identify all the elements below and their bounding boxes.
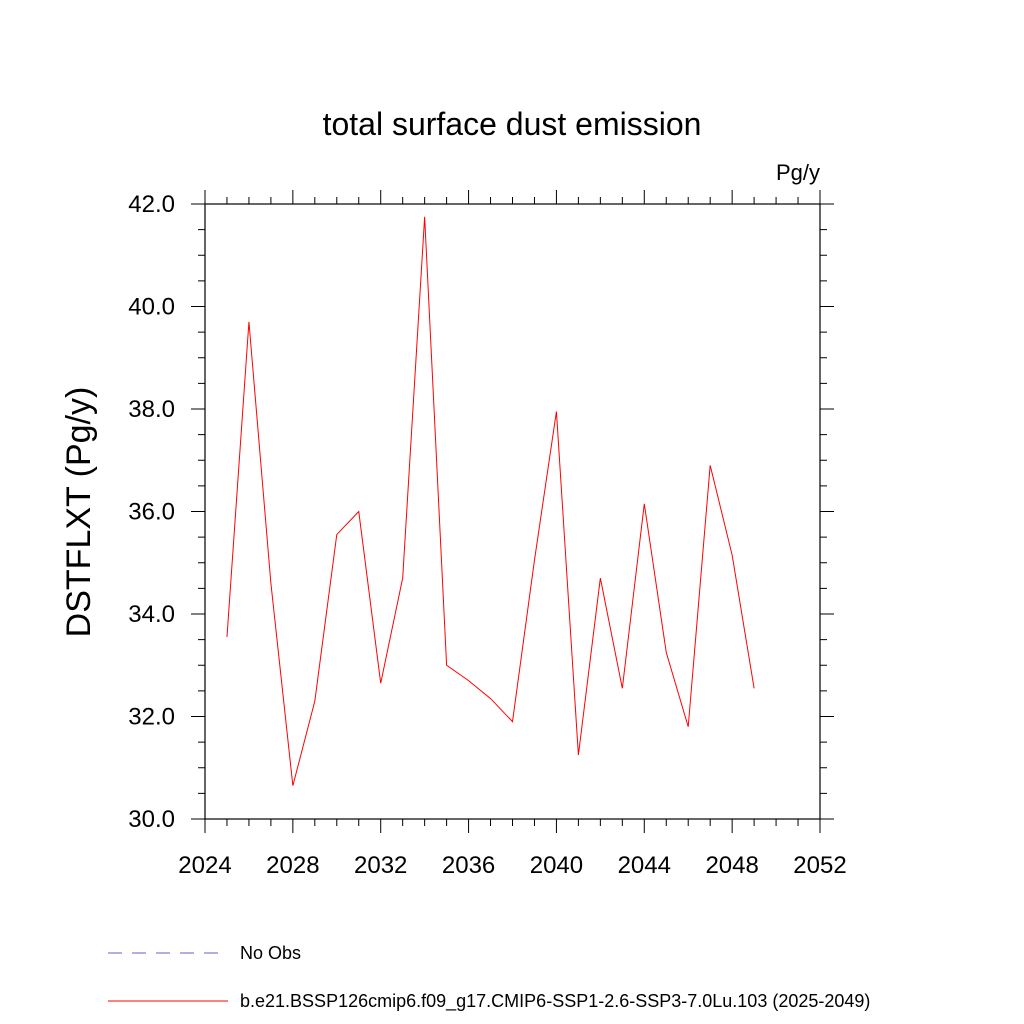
y-tick-label: 40.0	[128, 294, 175, 321]
plot-frame	[204, 203, 821, 820]
y-tick-label: 32.0	[128, 704, 175, 731]
y-tick-label: 34.0	[128, 601, 175, 628]
legend-label-model: b.e21.BSSP126cmip6.f09_g17.CMIP6-SSP1-2.…	[240, 991, 870, 1012]
x-axis: 2024 2028 2032 2036 2040 2044 2048 2052	[178, 190, 847, 879]
series-layer	[226, 216, 755, 786]
y-axis: 30.0 32.0 34.0 36.0 38.0 40.0 42.0	[128, 191, 834, 833]
x-tick-label: 2032	[354, 852, 407, 879]
series-line	[226, 216, 755, 786]
units-label: Pg/y	[776, 160, 820, 185]
y-tick-label: 38.0	[128, 396, 175, 423]
y-axis-label: DSTFLXT (Pg/y)	[60, 387, 98, 638]
x-tick-label: 2048	[705, 852, 758, 879]
x-tick-label: 2044	[618, 852, 671, 879]
x-tick-label: 2024	[178, 852, 231, 879]
legend-label-no-obs: No Obs	[240, 943, 301, 963]
x-tick-label: 2036	[442, 852, 495, 879]
x-tick-label: 2052	[793, 852, 846, 879]
y-tick-label: 42.0	[128, 191, 175, 218]
y-tick-label: 30.0	[128, 806, 175, 833]
x-tick-label: 2040	[530, 852, 583, 879]
y-tick-label: 36.0	[128, 499, 175, 526]
chart-title: total surface dust emission	[323, 106, 702, 142]
x-tick-label: 2028	[266, 852, 319, 879]
legend: No Obs b.e21.BSSP126cmip6.f09_g17.CMIP6-…	[108, 943, 870, 1012]
